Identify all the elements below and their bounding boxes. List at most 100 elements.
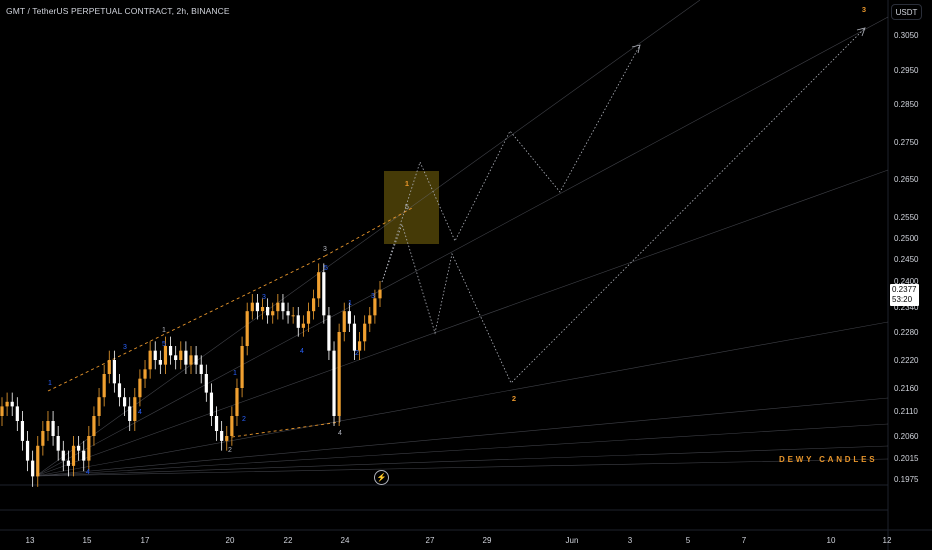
- price-tick: 0.2340: [894, 303, 919, 312]
- target-box: [384, 171, 439, 244]
- price-tick: 0.1975: [894, 475, 919, 484]
- candle-body: [15, 406, 19, 421]
- candle-body: [276, 302, 280, 312]
- candle-body: [82, 450, 86, 461]
- candle-body: [327, 315, 331, 351]
- wave-labels-blue: 1 3 4 5 1 2 3 4 5 1 2 3 4: [48, 265, 375, 476]
- projection-paths: [381, 27, 866, 384]
- candle-body: [148, 350, 152, 370]
- candle-body: [240, 346, 244, 388]
- candle-body: [174, 355, 178, 360]
- candle-body: [189, 355, 193, 365]
- candle-body: [163, 346, 168, 365]
- wave-label: 3: [323, 246, 327, 253]
- time-tick: 13: [26, 536, 35, 545]
- candle-body: [102, 374, 106, 398]
- candle-body: [245, 311, 249, 346]
- candle-body: [378, 289, 382, 299]
- wave-label: 4: [338, 430, 342, 437]
- candle-body: [168, 346, 173, 356]
- chart-title: GMT / TetherUS PERPETUAL CONTRACT, 2h, B…: [6, 6, 230, 16]
- candle-body: [296, 315, 300, 328]
- time-tick: 27: [426, 536, 435, 545]
- wave-label: 2: [242, 416, 246, 423]
- last-price-value: 0.2377: [892, 285, 917, 294]
- lightning-icon[interactable]: ⚡: [374, 470, 389, 485]
- candle-body: [0, 406, 4, 416]
- price-tick: 0.2450: [894, 255, 919, 264]
- price-tick: 0.2110: [894, 407, 918, 416]
- candle-body: [143, 369, 147, 379]
- brand-watermark: DEWY CANDLES: [779, 455, 878, 464]
- candle-body: [194, 355, 198, 365]
- candle-body: [179, 350, 183, 360]
- candle-body: [51, 421, 55, 436]
- currency-button[interactable]: USDT: [891, 4, 922, 20]
- candle-body: [317, 272, 321, 299]
- price-tick: 0.2220: [894, 356, 919, 365]
- candle-body: [199, 364, 203, 374]
- price-tick: 0.2015: [894, 454, 919, 463]
- candle-body: [31, 460, 35, 477]
- last-price-label: 0.2377 53:20: [890, 284, 919, 306]
- candle-body: [291, 315, 295, 317]
- wave-label: 3: [123, 344, 127, 351]
- channel-lines: [47, 207, 413, 438]
- candle-body: [184, 350, 188, 365]
- wave-label: 5: [405, 204, 409, 211]
- candle-body: [5, 401, 9, 407]
- price-tick: 0.2160: [894, 384, 919, 393]
- candle-body: [373, 298, 377, 316]
- projection-label: 1: [405, 179, 409, 188]
- price-tick: 0.2400: [894, 277, 919, 286]
- projection-labels: 1 2 3: [405, 5, 866, 403]
- wave-label: 1: [48, 380, 52, 387]
- countdown-timer: 53:20: [892, 295, 913, 304]
- time-tick: 29: [483, 536, 492, 545]
- candle-body: [128, 406, 132, 421]
- candle-body: [158, 360, 162, 365]
- wave-labels-gray: 1 2 3 4 5: [162, 204, 409, 454]
- candle-body: [25, 440, 30, 461]
- candle-body: [77, 445, 81, 451]
- time-tick: 5: [686, 536, 691, 545]
- candle-body: [214, 416, 219, 431]
- wave-label: 3: [262, 294, 266, 301]
- candle-body: [352, 323, 357, 351]
- price-tick: 0.2060: [894, 432, 919, 441]
- candle-body: [66, 460, 71, 466]
- candle-body: [225, 436, 229, 441]
- price-tick: 0.2550: [894, 213, 919, 222]
- candle-body: [271, 311, 275, 316]
- candles: [0, 263, 382, 487]
- time-tick: 22: [284, 536, 293, 545]
- candle-body: [61, 450, 65, 461]
- candle-body: [311, 298, 316, 312]
- candle-body: [368, 315, 372, 324]
- candle-body: [281, 302, 285, 312]
- time-axis[interactable]: 13 15 17 20 22 24 27 29 Jun 3 5 7 10 12: [26, 536, 892, 545]
- price-tick: 0.2500: [894, 234, 919, 243]
- candle-body: [322, 272, 326, 316]
- price-axis[interactable]: 0.3050 0.2950 0.2850 0.2750 0.2650 0.2550 0.25…: [894, 31, 919, 484]
- time-tick: 10: [827, 536, 836, 545]
- candle-body: [117, 383, 122, 398]
- candle-body: [153, 350, 157, 360]
- wave-label: 2: [355, 350, 359, 357]
- candle-body: [220, 431, 224, 441]
- price-tick: 0.2950: [894, 66, 919, 75]
- time-tick: 24: [341, 536, 350, 545]
- price-tick: 0.2280: [894, 328, 919, 337]
- price-tick: 0.3050: [894, 31, 919, 40]
- candle-body: [92, 416, 96, 436]
- projection-label: 2: [512, 394, 516, 403]
- candle-body: [306, 311, 311, 324]
- candle-body: [266, 307, 270, 316]
- candle-body: [357, 341, 362, 351]
- wave-label: 2: [228, 447, 232, 454]
- time-tick: 7: [742, 536, 747, 545]
- wave-label: 1: [162, 327, 166, 334]
- time-tick: 12: [883, 536, 892, 545]
- candle-body: [20, 421, 25, 441]
